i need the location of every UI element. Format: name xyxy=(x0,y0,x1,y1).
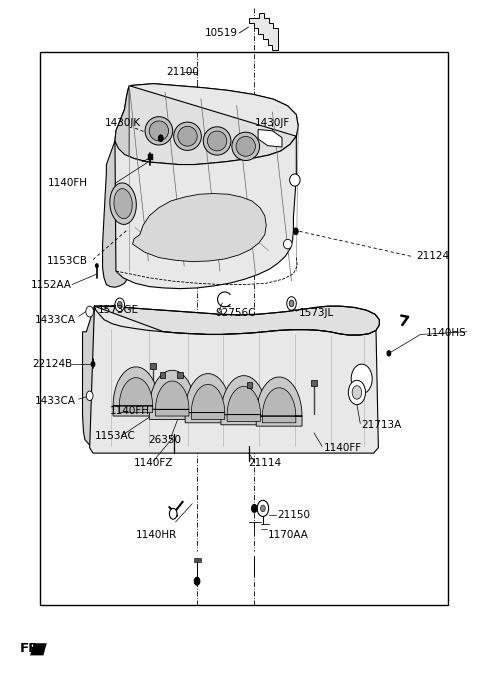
Polygon shape xyxy=(247,383,252,388)
Circle shape xyxy=(194,577,200,585)
Circle shape xyxy=(287,297,296,310)
Polygon shape xyxy=(115,84,298,165)
Polygon shape xyxy=(263,388,296,422)
Polygon shape xyxy=(149,370,195,420)
Polygon shape xyxy=(227,387,261,421)
Text: 92756C: 92756C xyxy=(215,308,255,318)
Text: 21114: 21114 xyxy=(248,458,281,468)
Circle shape xyxy=(96,263,98,267)
Circle shape xyxy=(86,391,93,401)
Circle shape xyxy=(91,362,95,367)
Text: 1153AC: 1153AC xyxy=(95,431,135,441)
Circle shape xyxy=(348,380,365,405)
Polygon shape xyxy=(103,86,129,287)
Polygon shape xyxy=(113,367,159,416)
Text: 1433CA: 1433CA xyxy=(35,395,75,406)
Circle shape xyxy=(293,228,298,235)
Ellipse shape xyxy=(289,174,300,186)
Ellipse shape xyxy=(110,183,136,224)
Polygon shape xyxy=(132,194,266,261)
Circle shape xyxy=(387,351,391,356)
Circle shape xyxy=(86,306,94,317)
Text: 21124: 21124 xyxy=(417,251,450,261)
Text: 26350: 26350 xyxy=(148,435,181,445)
Polygon shape xyxy=(258,129,282,147)
Ellipse shape xyxy=(207,131,227,151)
Polygon shape xyxy=(256,377,302,426)
Circle shape xyxy=(117,301,122,308)
Text: 1140FZ: 1140FZ xyxy=(133,458,173,468)
Polygon shape xyxy=(115,84,298,288)
Text: 1573JL: 1573JL xyxy=(299,308,334,318)
Text: 1140HS: 1140HS xyxy=(426,328,467,338)
Circle shape xyxy=(169,508,177,519)
Ellipse shape xyxy=(236,137,255,156)
Ellipse shape xyxy=(232,132,260,160)
Polygon shape xyxy=(185,374,231,422)
Polygon shape xyxy=(160,372,165,378)
Ellipse shape xyxy=(114,189,132,219)
Text: 1433CA: 1433CA xyxy=(35,315,75,325)
Circle shape xyxy=(158,135,163,141)
Text: 1140FH: 1140FH xyxy=(110,406,150,416)
Polygon shape xyxy=(148,154,153,160)
Text: 1152AA: 1152AA xyxy=(31,280,72,290)
Text: 10519: 10519 xyxy=(204,28,238,38)
Polygon shape xyxy=(30,643,47,655)
Ellipse shape xyxy=(145,116,173,145)
Polygon shape xyxy=(249,13,278,50)
Ellipse shape xyxy=(149,121,168,141)
Circle shape xyxy=(115,298,124,311)
Ellipse shape xyxy=(178,127,197,146)
Text: 1140HR: 1140HR xyxy=(136,530,177,540)
Text: 22124B: 22124B xyxy=(32,359,72,369)
Text: 21713A: 21713A xyxy=(362,420,402,430)
Polygon shape xyxy=(119,378,153,413)
Polygon shape xyxy=(150,364,156,369)
Bar xyxy=(39,52,447,605)
Polygon shape xyxy=(221,376,267,424)
Circle shape xyxy=(351,364,372,394)
Text: 21100: 21100 xyxy=(166,66,199,77)
Text: 1140FH: 1140FH xyxy=(48,179,88,188)
Text: FR.: FR. xyxy=(20,642,44,655)
Ellipse shape xyxy=(203,127,231,155)
Text: 1170AA: 1170AA xyxy=(268,530,309,540)
Text: 1573GE: 1573GE xyxy=(98,305,139,315)
Polygon shape xyxy=(192,385,225,420)
Polygon shape xyxy=(311,380,317,386)
Text: 1430JK: 1430JK xyxy=(105,118,141,128)
Polygon shape xyxy=(156,381,189,416)
Circle shape xyxy=(261,505,265,512)
Polygon shape xyxy=(83,306,95,447)
Polygon shape xyxy=(194,558,201,563)
Circle shape xyxy=(257,500,269,517)
Polygon shape xyxy=(178,372,183,378)
Circle shape xyxy=(352,386,362,399)
Text: 1140FF: 1140FF xyxy=(324,443,361,453)
Circle shape xyxy=(252,504,257,512)
Polygon shape xyxy=(95,306,379,335)
Text: 21150: 21150 xyxy=(277,510,310,520)
Ellipse shape xyxy=(174,122,201,150)
Text: 1430JF: 1430JF xyxy=(255,118,290,128)
Circle shape xyxy=(289,300,294,307)
Polygon shape xyxy=(90,306,378,453)
Ellipse shape xyxy=(283,240,292,249)
Text: 1153CB: 1153CB xyxy=(47,256,88,266)
